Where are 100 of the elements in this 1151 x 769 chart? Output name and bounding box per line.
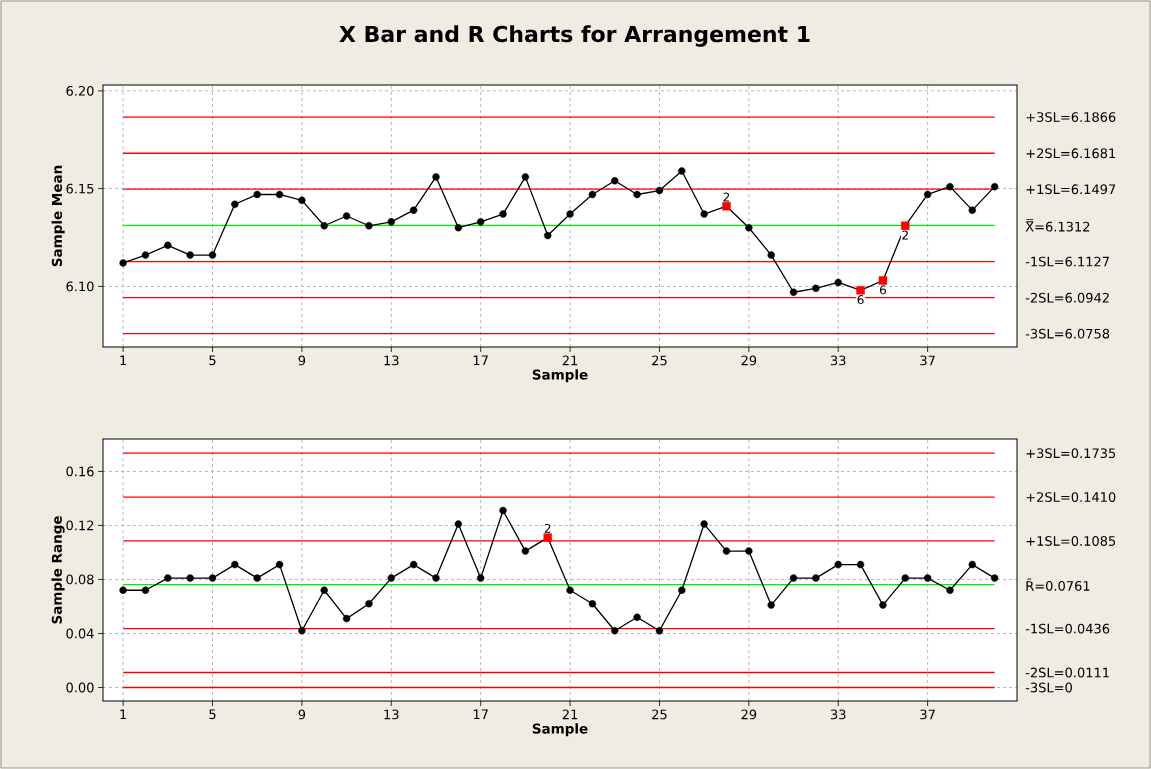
annotation: 2 [544,523,551,533]
point [454,520,463,528]
point [901,574,909,582]
y-axis-title: Sample Mean [51,165,65,267]
x-tick-label: 33 [830,709,846,720]
point [275,190,284,199]
point [499,506,507,515]
point [164,241,172,250]
point [588,190,597,199]
ref-line-label: -2SL=6.0942 [1025,292,1109,303]
point [834,560,842,569]
point [521,173,530,181]
ref-line-label: -2SL=0.0111 [1025,667,1109,678]
annotation: 6 [879,285,886,295]
point [409,206,418,214]
point [856,560,865,569]
point [432,173,440,181]
point [722,547,731,555]
x-tick-label: 13 [384,355,399,366]
point [946,182,954,191]
point [521,547,530,555]
y-axis-title: Sample Range [51,516,65,624]
point [298,627,306,635]
point [968,206,977,214]
point [275,560,284,569]
point [767,601,775,609]
point [253,190,261,199]
point [208,574,217,582]
ref-line-label: X̿=6.1312 [1025,219,1090,232]
x-axis-title: Sample [532,369,588,383]
point [141,251,150,259]
point [990,574,999,582]
point [611,177,619,185]
x-tick-label: 25 [652,355,667,366]
x-tick-label: 17 [473,355,488,366]
point [365,600,373,608]
point [208,251,217,259]
point [409,560,418,569]
x-tick-label: 13 [384,709,399,720]
point [611,627,619,635]
point [588,600,597,608]
point [476,218,485,226]
point [655,186,664,195]
x-tick-label: 17 [473,709,488,720]
x-tick-label: 33 [830,355,846,366]
point [253,574,261,582]
point [320,586,328,594]
y-tick-label: 6.10 [66,281,94,292]
point [320,222,328,230]
point [544,231,552,240]
point [387,574,395,582]
ref-line-label: -3SL=0 [1025,682,1072,693]
ref-line-label: R̄=0.0761 [1026,578,1090,591]
chart-title: X Bar and R Charts for Arrangement 1 [339,25,810,47]
point [633,613,641,621]
point [231,560,239,569]
ref-line-label: -3SL=6.0758 [1025,328,1110,339]
x-tick-label: 29 [741,355,757,366]
x-tick-label: 5 [209,709,216,720]
point [678,586,686,594]
y-tick-label: 0.16 [66,466,94,477]
x-tick-label: 37 [920,355,935,366]
annotation: 2 [902,230,908,240]
point [745,547,753,555]
point [164,574,172,582]
ref-line-label: +3SL=6.1866 [1026,112,1116,122]
point [834,278,842,287]
y-tick-label: 6.15 [66,183,94,194]
x-tick-label: 9 [298,709,306,720]
point [566,210,574,218]
point [655,627,664,635]
point [856,286,865,295]
annotation: 2 [723,192,730,202]
y-tick-label: 6.20 [66,85,94,96]
point [901,221,910,230]
point [186,251,194,259]
point [722,202,731,211]
x-axis-title: Sample [532,723,588,737]
point [342,212,351,220]
point [342,614,351,623]
point [968,560,977,569]
point [387,218,395,226]
ref-line-label: +2SL=0.1410 [1026,492,1116,502]
point [543,533,552,542]
annotation: 6 [857,295,864,305]
point [789,288,798,296]
point [499,210,507,218]
point [454,224,463,232]
point [990,182,999,191]
point [678,167,686,175]
x-tick-label: 21 [562,709,578,720]
x-tick-label: 1 [120,355,127,366]
point [879,601,887,609]
x-tick-label: 1 [120,709,127,720]
ref-line-label: +1SL=6.1497 [1026,184,1116,195]
y-tick-label: 0.00 [66,682,94,693]
y-tick-label: 0.12 [66,520,94,531]
x-tick-label: 25 [652,709,667,720]
ref-line-label: +1SL=0.1085 [1026,536,1116,546]
point [789,574,798,582]
